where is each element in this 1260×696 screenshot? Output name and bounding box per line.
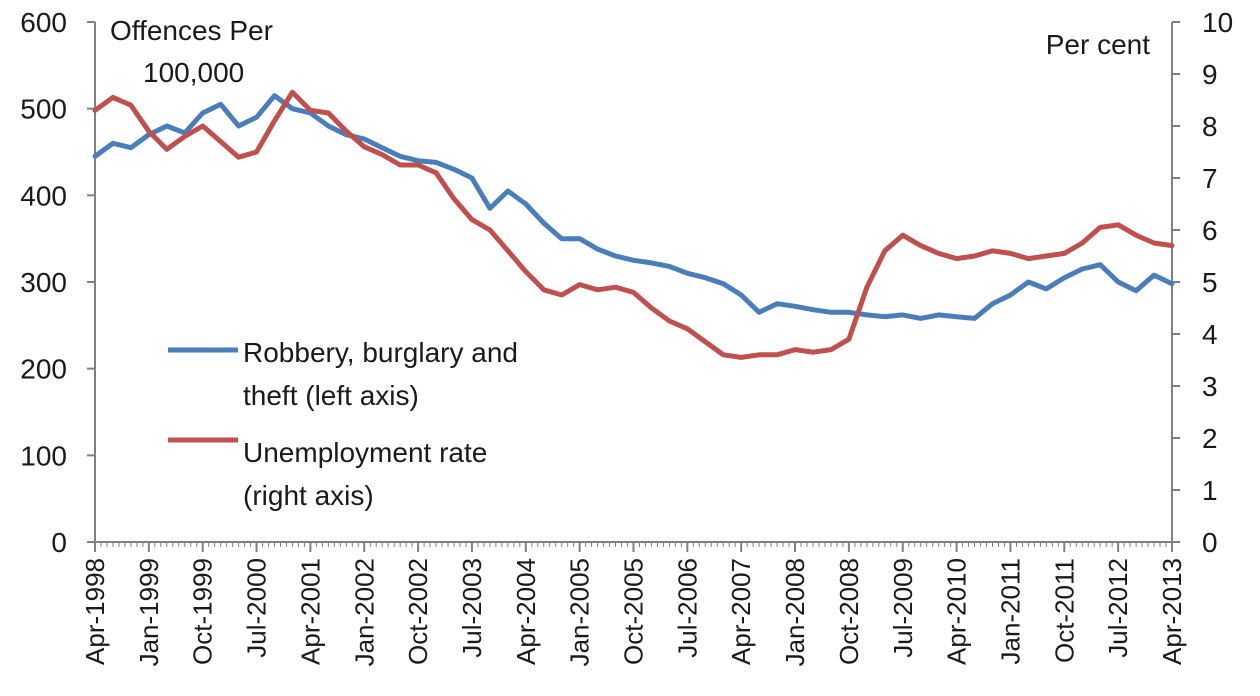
- left-axis-title-line1: Offences Per: [110, 15, 273, 46]
- left-tick-label: 300: [20, 267, 67, 298]
- series-group: [92, 89, 1175, 360]
- left-tick-label: 400: [20, 180, 67, 211]
- x-tick-label: Jan-2005: [565, 558, 595, 666]
- right-tick-label: 5: [1202, 267, 1218, 298]
- left-tick-label: 500: [20, 94, 67, 125]
- x-tick-label: Jul-2000: [242, 558, 272, 658]
- x-tick-label: Apr-2004: [511, 558, 541, 665]
- left-tick-label: 200: [20, 354, 67, 385]
- left-axis-title-line2: 100,000: [143, 57, 244, 88]
- x-tick-label: Jul-2006: [672, 558, 702, 658]
- right-tick-label: 3: [1202, 371, 1218, 402]
- x-tick-label: Apr-2007: [726, 558, 756, 665]
- x-tick-label: Oct-2011: [1049, 558, 1079, 663]
- left-tick-label: 600: [20, 7, 67, 38]
- x-tick-label: Apr-2010: [942, 558, 972, 665]
- x-tick-label: Apr-2013: [1157, 558, 1187, 665]
- right-tick-label: 1: [1202, 475, 1218, 506]
- x-tick-label: Jan-2011: [995, 558, 1025, 665]
- legend-label-unemployment-line2: (right axis): [243, 480, 374, 511]
- right-tick-label: 0: [1202, 527, 1218, 558]
- x-tick-label: Jan-2008: [780, 558, 810, 666]
- legend-label-unemployment-line1: Unemployment rate: [243, 437, 487, 468]
- x-tick-label: Oct-2005: [619, 558, 649, 665]
- x-tick-label: Jan-2002: [349, 558, 379, 666]
- x-tick-label: Jul-2012: [1103, 558, 1133, 658]
- right-tick-label: 7: [1202, 163, 1218, 194]
- left-tick-label: 100: [20, 440, 67, 471]
- right-tick-label: 2: [1202, 423, 1218, 454]
- right-axis-ticks: 0 1 2 3 4 5 6 7 8 9 10: [1172, 7, 1233, 558]
- legend: Robbery, burglary and theft (left axis) …: [168, 337, 518, 511]
- right-tick-label: 6: [1202, 215, 1218, 246]
- x-tick-label: Jan-1999: [134, 558, 164, 666]
- right-axis-title: Per cent: [1046, 29, 1150, 60]
- series-line-robbery-burglary-theft: [92, 93, 1175, 321]
- legend-label-robbery-line2: theft (left axis): [243, 380, 419, 411]
- left-axis-ticks: 0 100 200 300 400 500 600: [20, 7, 95, 558]
- x-tick-label: Oct-2008: [834, 558, 864, 665]
- x-tick-label: Apr-1998: [80, 558, 110, 665]
- x-tick-label: Oct-1999: [188, 558, 218, 665]
- left-tick-label: 0: [51, 527, 67, 558]
- right-tick-label: 4: [1202, 319, 1218, 350]
- x-axis-ticks: Apr-1998 Jan-1999 Oct-1999 Jul-2000 Apr-2001…: [80, 542, 1187, 666]
- x-tick-label: Apr-2001: [295, 558, 325, 665]
- right-tick-label: 10: [1202, 7, 1233, 38]
- legend-label-robbery-line1: Robbery, burglary and: [243, 337, 518, 368]
- x-tick-label: Jul-2003: [457, 558, 487, 658]
- right-tick-label: 8: [1202, 111, 1218, 142]
- right-tick-label: 9: [1202, 59, 1218, 90]
- x-tick-label: Jul-2009: [888, 558, 918, 658]
- x-tick-label: Oct-2002: [403, 558, 433, 665]
- series-line-unemployment-rate: [92, 89, 1175, 360]
